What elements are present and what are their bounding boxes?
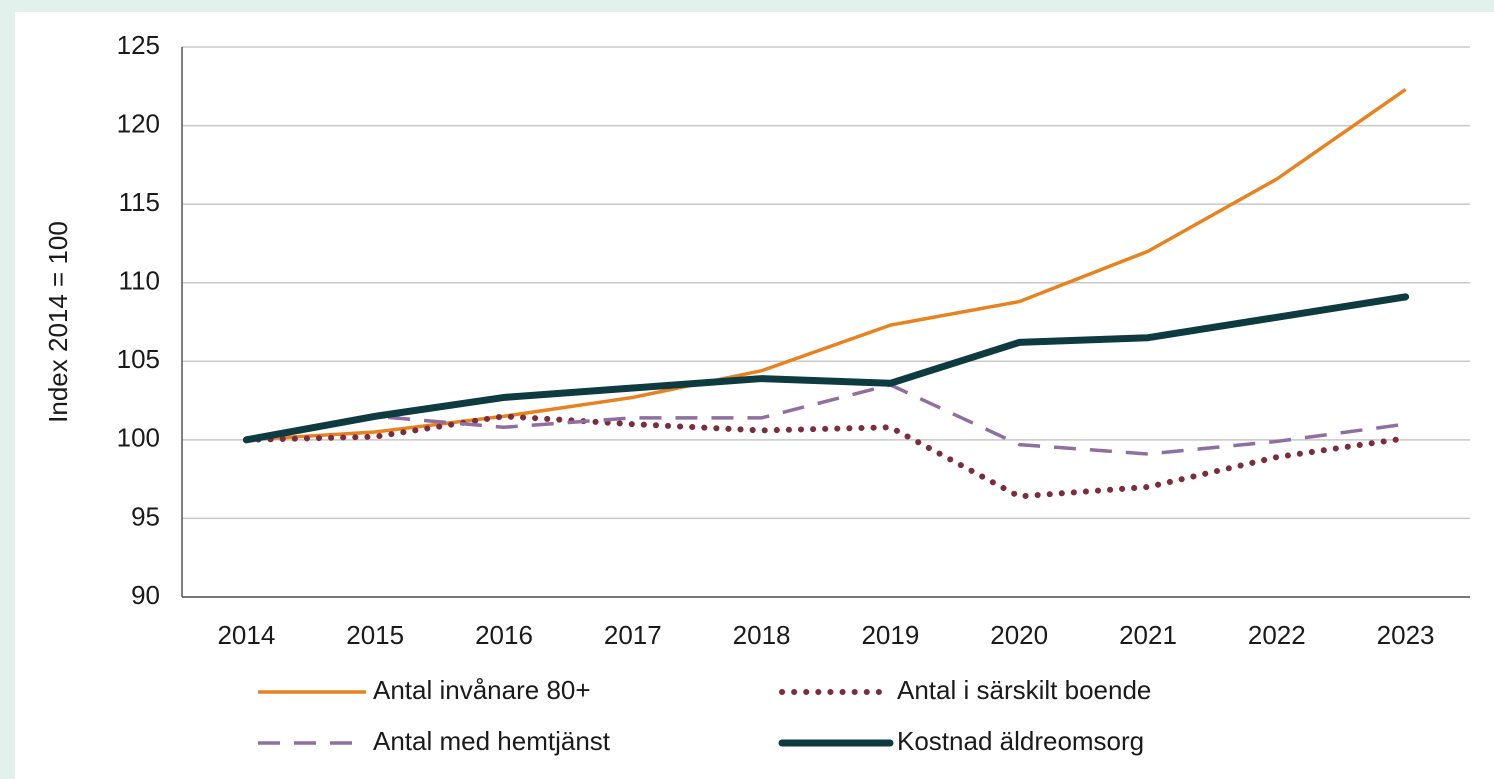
legend-label: Antal invånare 80+ [373,675,591,705]
chart-background [15,12,1494,779]
x-tick-label: 2019 [861,620,919,650]
x-tick-label: 2020 [990,620,1048,650]
x-tick-label: 2016 [475,620,533,650]
series-line [243,413,1409,500]
legend-label: Antal med hemtjänst [373,726,611,756]
legend-label: Antal i särskilt boende [897,675,1151,705]
y-tick-label: 110 [119,266,160,296]
x-tick-label: 2022 [1248,620,1306,650]
y-tick-label: 105 [117,344,160,374]
y-tick-label: 120 [117,108,160,138]
y-axis-label: Index 2014 = 100 [43,221,73,423]
x-tick-label: 2015 [346,620,404,650]
series-line [242,293,1410,444]
y-tick-label: 125 [117,30,160,60]
y-tick-label: 95 [131,501,160,531]
x-tick-label: 2023 [1377,620,1435,650]
x-tick-label: 2018 [733,620,791,650]
series-line [246,383,1406,456]
y-tick-label: 115 [119,187,160,217]
y-tick-label: 100 [117,423,160,453]
x-tick-label: 2021 [1119,620,1177,650]
y-tick-label: 90 [131,580,160,610]
x-tick-label: 2017 [604,620,662,650]
x-tick-label: 2014 [217,620,275,650]
legend-label: Kostnad äldreomsorg [897,726,1144,756]
